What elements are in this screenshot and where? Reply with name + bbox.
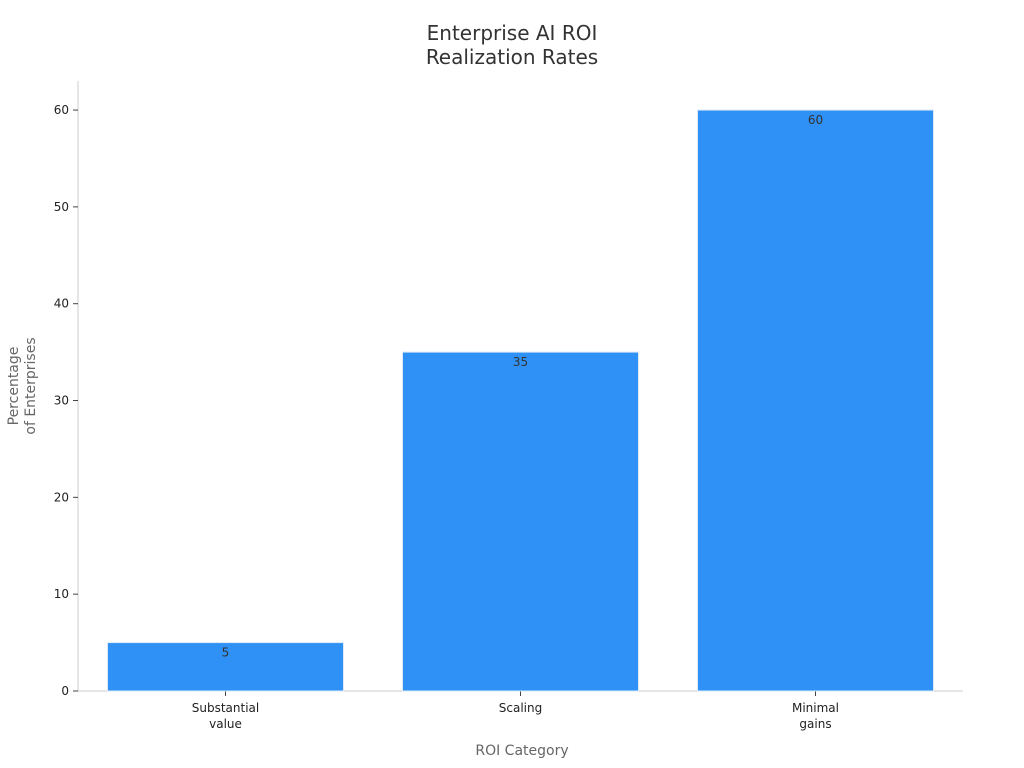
value-label: 60 <box>808 113 823 127</box>
x-tick-label: Substantial value <box>192 701 259 731</box>
x-axis-label: ROI Category <box>475 743 568 759</box>
y-tick-label: 40 <box>54 297 69 311</box>
chart-title: Enterprise AI ROI Realization Rates <box>426 21 598 69</box>
y-tick-label: 10 <box>54 587 69 601</box>
bar <box>697 109 934 692</box>
y-tick-label: 0 <box>61 684 69 698</box>
y-tick-label: 20 <box>54 490 69 504</box>
y-tick-label: 60 <box>54 103 69 117</box>
bar <box>107 642 344 692</box>
value-label: 5 <box>222 646 230 660</box>
y-axis-label: Percentageof Enterprises <box>6 337 39 434</box>
x-tick-label: Scaling <box>499 701 542 715</box>
x-tick-label: Minimal gains <box>792 701 839 731</box>
bar <box>402 351 639 692</box>
y-tick-label: 30 <box>54 394 69 408</box>
y-tick-label: 50 <box>54 200 69 214</box>
value-label: 35 <box>513 355 528 369</box>
